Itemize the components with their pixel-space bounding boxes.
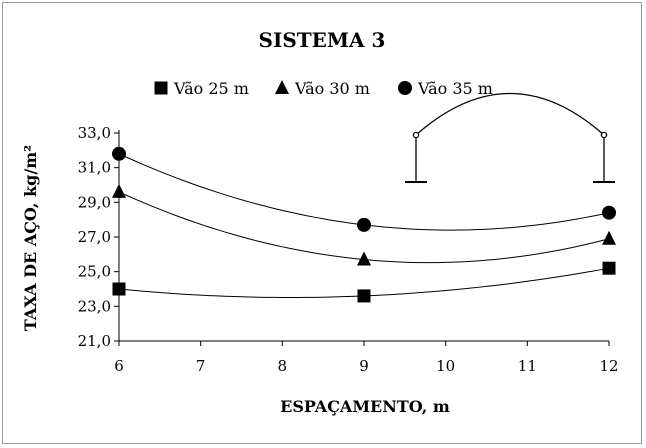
x-tick-label: 6 bbox=[114, 357, 124, 375]
data-point bbox=[602, 230, 616, 245]
x-tick-label: 11 bbox=[518, 357, 537, 375]
legend-marker bbox=[398, 81, 412, 95]
data-point bbox=[112, 146, 126, 161]
y-tick-label: 31,0 bbox=[78, 159, 111, 177]
axes: 21,0 23,0 25,0 27,0 29,0 31,0 33,0 6 7 8 9 10 11 12 bbox=[78, 124, 619, 375]
x-axis-label: ESPAÇAMENTO, m bbox=[280, 397, 450, 416]
data-point bbox=[357, 251, 371, 266]
legend-label: Vão 30 m bbox=[294, 79, 370, 98]
data-point bbox=[602, 261, 616, 275]
y-tick-label: 25,0 bbox=[78, 263, 111, 281]
y-tick-label: 23,0 bbox=[78, 297, 111, 315]
portal-frame-icon bbox=[405, 92, 615, 183]
legend-label: Vão 25 m bbox=[173, 79, 249, 98]
data-point bbox=[112, 183, 126, 198]
data-point bbox=[112, 282, 126, 296]
chart-frame bbox=[2, 2, 642, 444]
x-tick-label: 9 bbox=[359, 357, 369, 375]
legend-marker bbox=[154, 81, 168, 95]
y-tick-label: 27,0 bbox=[78, 228, 111, 246]
chart-title: SISTEMA 3 bbox=[259, 28, 386, 52]
data-point bbox=[357, 217, 371, 232]
x-tick-label: 10 bbox=[436, 357, 455, 375]
legend-label: Vão 35 m bbox=[417, 79, 493, 98]
data-point bbox=[602, 205, 616, 220]
x-tick-label: 12 bbox=[599, 357, 618, 375]
legend-marker bbox=[275, 80, 289, 94]
y-tick-label: 33,0 bbox=[78, 124, 111, 142]
y-axis-label: TAXA DE AÇO, kg/m² bbox=[21, 145, 40, 331]
x-tick-label: 8 bbox=[278, 357, 288, 375]
data-point bbox=[357, 289, 371, 303]
y-tick-label: 29,0 bbox=[78, 193, 111, 211]
legend: Vão 25 m Vão 30 m Vão 35 m bbox=[154, 79, 493, 98]
x-tick-label: 7 bbox=[196, 357, 206, 375]
data-points bbox=[112, 146, 616, 303]
y-tick-label: 21,0 bbox=[78, 332, 111, 350]
